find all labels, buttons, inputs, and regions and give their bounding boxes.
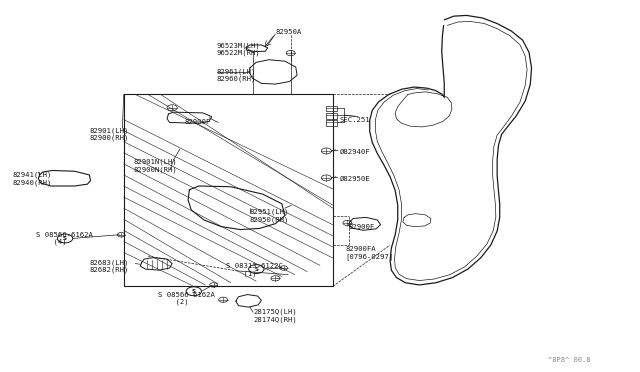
Text: S 08566-6162A
    (2): S 08566-6162A (2) <box>157 292 214 305</box>
Text: ^8P8^ 00.8: ^8P8^ 00.8 <box>548 357 591 363</box>
Text: 82683(LH)
82682(RH): 82683(LH) 82682(RH) <box>90 260 129 273</box>
Text: Ø82940F: Ø82940F <box>339 149 370 155</box>
Text: 82961(LH)
82960(RH): 82961(LH) 82960(RH) <box>217 68 256 82</box>
Text: Ø82950E: Ø82950E <box>339 176 370 182</box>
Text: 82900FA
[0796-0297]: 82900FA [0796-0297] <box>346 246 394 260</box>
Text: 28175Q(LH)
28174Q(RH): 28175Q(LH) 28174Q(RH) <box>253 309 297 323</box>
Text: S: S <box>63 236 67 241</box>
Text: 82901N(LH)
82900N(RH): 82901N(LH) 82900N(RH) <box>134 159 178 173</box>
Text: 82941(LH)
82940(RH): 82941(LH) 82940(RH) <box>13 171 52 186</box>
Text: S 08313-6122C
    (1): S 08313-6122C (1) <box>226 263 283 277</box>
Text: S: S <box>254 267 259 272</box>
Text: S: S <box>192 289 196 294</box>
Text: 82950A: 82950A <box>275 29 301 35</box>
Text: 82900F: 82900F <box>184 119 211 125</box>
Text: 82900F: 82900F <box>349 224 375 230</box>
Text: 82951(LH)
82950(RH): 82951(LH) 82950(RH) <box>250 209 289 222</box>
Text: SEC.251: SEC.251 <box>339 116 370 122</box>
Text: 82901(LH)
82900(RH): 82901(LH) 82900(RH) <box>90 127 129 141</box>
Text: S 08566-6162A
    (4): S 08566-6162A (4) <box>36 232 93 245</box>
Text: 96523M(LH)
96522M(RH): 96523M(LH) 96522M(RH) <box>217 42 260 57</box>
